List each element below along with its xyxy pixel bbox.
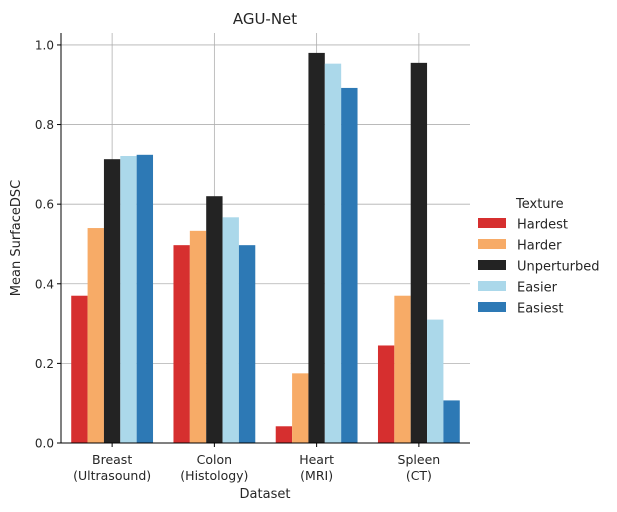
y-axis-label: Mean SurfaceDSC — [9, 180, 24, 296]
axes — [60, 33, 470, 444]
x-tick-label: Spleen (CT) — [398, 452, 441, 483]
legend-swatch — [478, 281, 506, 291]
bar-harder — [189, 230, 207, 443]
legend: Texture Hardest Harder Unperturbed Easier Ea… — [478, 197, 600, 317]
bars — [71, 52, 460, 444]
bar-unperturbed — [103, 159, 121, 444]
bar-hardest — [173, 245, 190, 443]
bar-easiest — [238, 245, 256, 443]
bar-easier — [324, 63, 342, 444]
y-tick-label: 0.2 — [35, 357, 54, 371]
legend-swatch — [478, 302, 506, 312]
chart-title: AGU-Net — [233, 10, 297, 28]
y-tick-label: 0.6 — [35, 198, 54, 212]
legend-swatch — [478, 218, 506, 228]
y-tick-label: 0.0 — [35, 437, 54, 451]
x-tick-label: Colon (Histology) — [180, 452, 248, 483]
bar-harder — [292, 373, 309, 443]
bar-easier — [427, 319, 444, 443]
legend-title: Texture — [515, 197, 564, 212]
bar-easier — [120, 156, 137, 443]
bar-easiest — [443, 400, 460, 443]
y-tick-label: 0.8 — [35, 118, 54, 132]
y-tick-label: 1.0 — [35, 38, 54, 52]
bar-unperturbed — [410, 62, 428, 443]
legend-swatch — [478, 239, 506, 249]
bar-easiest — [136, 154, 154, 443]
legend-label: Hardest — [517, 218, 568, 233]
y-tick-label: 0.4 — [35, 277, 54, 291]
bar-hardest — [377, 345, 395, 443]
bar-unperturbed — [206, 196, 223, 443]
legend-swatch — [478, 260, 506, 270]
bar-hardest — [71, 295, 88, 443]
x-tick-label: Heart (MRI) — [299, 452, 334, 483]
legend-label: Easier — [517, 281, 558, 296]
bar-easiest — [341, 87, 358, 443]
y-ticks: 0.0 0.2 0.4 0.6 0.8 1.0 — [35, 38, 61, 451]
bar-harder — [394, 295, 411, 443]
bar-easier — [222, 217, 239, 443]
x-axis-label: Dataset — [240, 487, 291, 502]
legend-label: Unperturbed — [517, 260, 600, 275]
bar-unperturbed — [308, 52, 325, 443]
x-ticks: Breast (Ultrasound) Colon (Histology) Heart(… — [73, 443, 440, 483]
bar-hardest — [275, 426, 293, 443]
legend-label: Harder — [517, 239, 562, 254]
x-tick-label: Breast (Ultrasound) — [73, 452, 151, 483]
bar-harder — [87, 228, 104, 443]
legend-label: Easiest — [517, 302, 563, 317]
